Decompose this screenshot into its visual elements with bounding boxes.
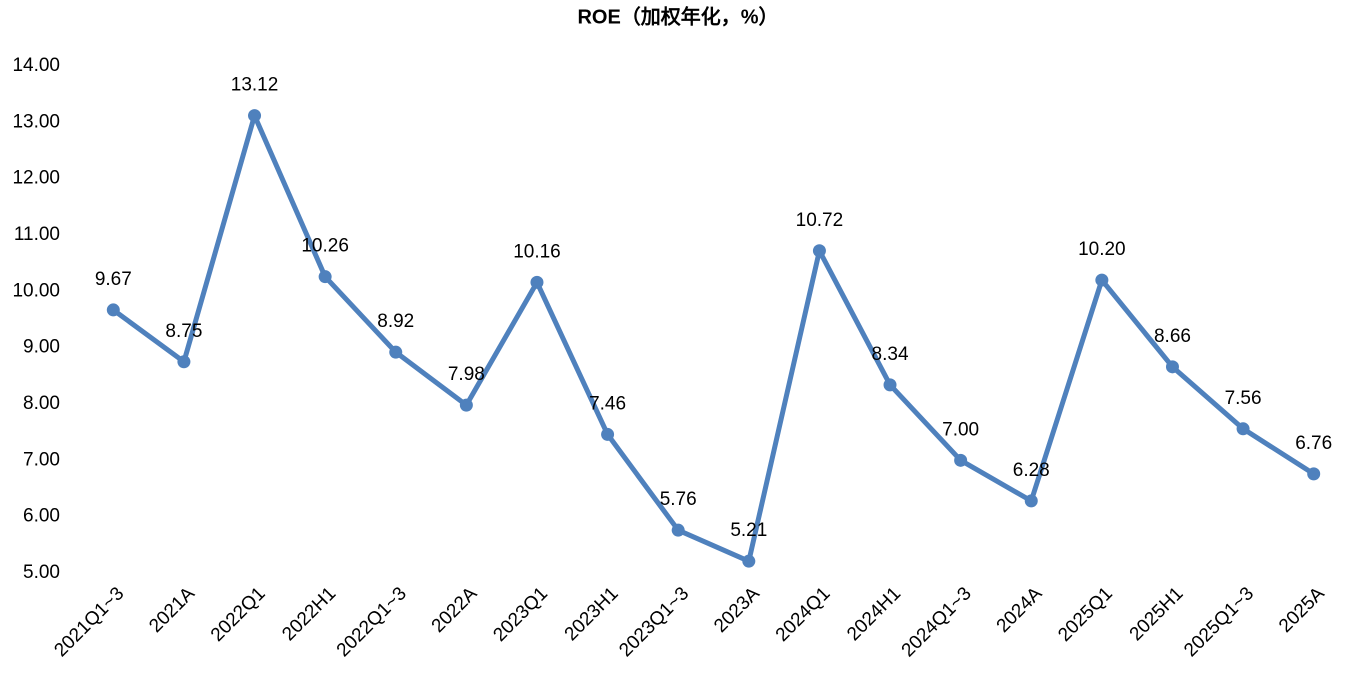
data-label: 7.56 (1225, 388, 1262, 409)
data-label: 5.76 (660, 489, 697, 510)
y-tick-label: 5.00 (23, 562, 60, 583)
data-label: 10.16 (513, 241, 561, 262)
x-tick-label: 2024Q1 (772, 583, 835, 646)
y-tick-label: 11.00 (14, 224, 60, 245)
point (106, 303, 120, 317)
x-tick-label: 2021A (145, 583, 199, 637)
x-tick-label: 2023Q1 (489, 583, 552, 646)
data-label: 6.28 (1013, 460, 1050, 481)
data-label: 8.66 (1154, 326, 1191, 347)
y-tick-label: 6.00 (23, 506, 60, 527)
data-label: 10.26 (301, 236, 349, 257)
data-label: 8.75 (165, 321, 202, 342)
data-label: 10.20 (1078, 239, 1126, 260)
data-label: 7.00 (942, 419, 979, 440)
data-label: 8.92 (377, 311, 414, 332)
x-tick-label: 2023A (710, 583, 764, 637)
y-tick-label: 14.00 (12, 55, 60, 76)
y-tick-label: 13.00 (12, 111, 60, 132)
data-label: 10.72 (796, 210, 844, 231)
x-tick-label: 2025A (1275, 583, 1329, 637)
y-tick-label: 8.00 (23, 393, 60, 414)
point (530, 275, 544, 289)
point (1307, 467, 1321, 481)
point (954, 453, 968, 467)
y-tick-label: 12.00 (12, 168, 60, 189)
point (1024, 494, 1038, 508)
x-tick-label: 2024H1 (843, 583, 905, 645)
y-tick-label: 7.00 (23, 449, 60, 470)
point (459, 398, 473, 412)
x-tick-label: 2022Q1 (207, 583, 270, 646)
data-label: 8.34 (872, 344, 909, 365)
point (1095, 273, 1109, 287)
line (111, 113, 1316, 564)
x-tick-label: 2022A (428, 583, 482, 637)
x-tick-label: 2022Q1~3 (333, 583, 411, 661)
data-label: 9.67 (95, 269, 132, 290)
point (1236, 422, 1250, 436)
point (812, 244, 826, 258)
point (671, 523, 685, 537)
point (742, 554, 756, 568)
x-tick-label: 2023Q1~3 (615, 583, 693, 661)
data-label: 7.98 (448, 364, 485, 385)
data-label: 6.76 (1295, 433, 1332, 454)
point (601, 427, 615, 441)
chart-title: ROE（加权年化，%） (577, 4, 778, 28)
point (318, 270, 332, 284)
x-tick-label: 2025Q1 (1054, 583, 1117, 646)
point (177, 355, 191, 369)
data-label: 7.46 (589, 393, 626, 414)
y-tick-label: 10.00 (12, 280, 60, 301)
x-tick-label: 2021Q1~3 (50, 583, 128, 661)
x-tick-label: 2024Q1~3 (898, 583, 976, 661)
point (389, 345, 403, 359)
data-label: 13.12 (231, 75, 279, 96)
x-tick-label: 2025H1 (1126, 583, 1188, 645)
point (883, 378, 897, 392)
point (1165, 360, 1179, 374)
data-label: 5.21 (730, 520, 767, 541)
x-tick-label: 2025Q1~3 (1180, 583, 1258, 661)
y-tick-label: 9.00 (23, 337, 60, 358)
x-tick-label: 2024A (993, 583, 1047, 637)
x-tick-label: 2023H1 (561, 583, 623, 645)
x-tick-label: 2022H1 (278, 583, 340, 645)
point (248, 109, 262, 123)
